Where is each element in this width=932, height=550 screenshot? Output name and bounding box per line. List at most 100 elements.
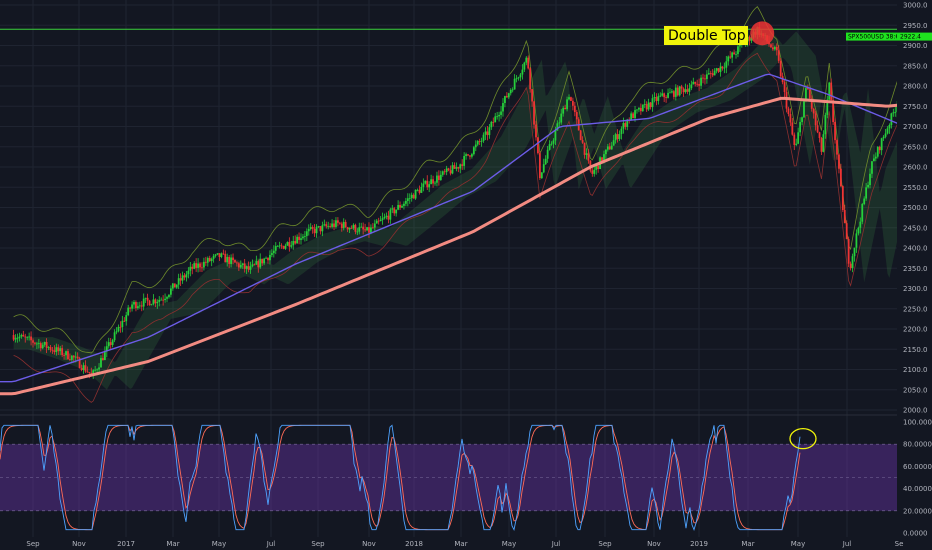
candle-body [96,369,98,371]
candle-body [713,70,716,76]
last-price-box [897,32,932,41]
candle-body [152,299,155,305]
candle-body [181,275,184,281]
candle-body [733,52,735,55]
time-tick-label: Nov [72,540,86,548]
candle-body [253,264,256,266]
candle-body [197,263,199,268]
candle-body [243,263,246,269]
candle-body [641,104,644,112]
candle-body [707,73,710,75]
candle-body [222,253,225,255]
candle-body [735,53,737,55]
candle-body [552,140,555,144]
candle-body [348,227,351,230]
price-tick-label: 2550.0 [903,184,928,192]
candle-body [692,81,695,85]
candle-body [892,112,895,114]
candle-body [389,209,392,220]
candle-body [383,216,386,219]
candle-body [704,78,706,80]
candle-body [158,299,161,302]
candle-body [263,258,266,264]
price-tick-label: 2150.0 [903,346,928,354]
candle-body [385,215,388,217]
candle-body [35,343,38,345]
candle-body [146,297,149,301]
candle-body [206,257,209,263]
candle-body [865,187,868,199]
annotation-label: Double Top [668,28,746,44]
candle-body [156,301,159,304]
candle-body [305,231,308,237]
price-axis [897,0,932,550]
candle-body [414,189,417,199]
candle-body [418,189,421,193]
candle-body [789,114,792,123]
candle-body [228,256,231,264]
candle-body [461,164,464,166]
candle-body [476,141,479,145]
candle-body [614,134,617,141]
candle-body [37,343,40,344]
price-tick-label: 2400.0 [903,245,928,253]
candle-body [690,84,693,89]
candle-body [849,263,852,269]
candle-body [554,130,557,141]
candle-body [820,138,823,152]
price-tick-label: 2600.0 [903,164,928,172]
candle-body [368,227,370,233]
candle-body [511,89,514,91]
candle-body [337,220,339,223]
candle-body [203,261,205,268]
candle-body [721,66,724,69]
candle-body [869,173,871,186]
candle-body [832,100,835,123]
candle-body [315,226,318,234]
candle-body [350,227,353,229]
candle-body [274,246,277,251]
candle-body [810,98,813,109]
candle-body [828,82,831,100]
candle-body [251,264,254,267]
candle-body [874,156,877,159]
candle-body [772,47,774,50]
candle-body [28,336,31,338]
candle-body [278,245,281,247]
candle-body [657,96,660,101]
candle-body [439,174,442,180]
candle-body [135,302,137,309]
candle-body [482,134,485,141]
candle-body [504,96,506,104]
candle-body [245,266,248,269]
candle-body [302,236,304,239]
candle-body [307,228,310,232]
candle-body [845,223,848,240]
candle-body [57,347,60,352]
candle-body [694,81,697,84]
candle-body [55,347,58,353]
candle-body [329,226,332,227]
candle-body [478,141,481,142]
candle-body [459,164,462,169]
stochastic-band [0,444,897,511]
candle-body [395,209,398,214]
candle-body [323,224,326,226]
candle-body [239,265,242,268]
candle-body [403,203,405,206]
candle-body [280,245,283,247]
candle-body [513,78,516,90]
candle-body [834,122,836,141]
time-tick-label: Mar [741,540,754,548]
time-tick-label: Mar [166,540,179,548]
candle-body [643,104,646,105]
candle-body [579,130,582,141]
candle-body [890,113,893,125]
candle-body [797,132,800,144]
candle-body [41,344,44,349]
moving-averages [0,73,932,396]
candle-body [199,263,201,268]
price-tick-label: 2300.0 [903,285,928,293]
candle-body [505,96,508,98]
